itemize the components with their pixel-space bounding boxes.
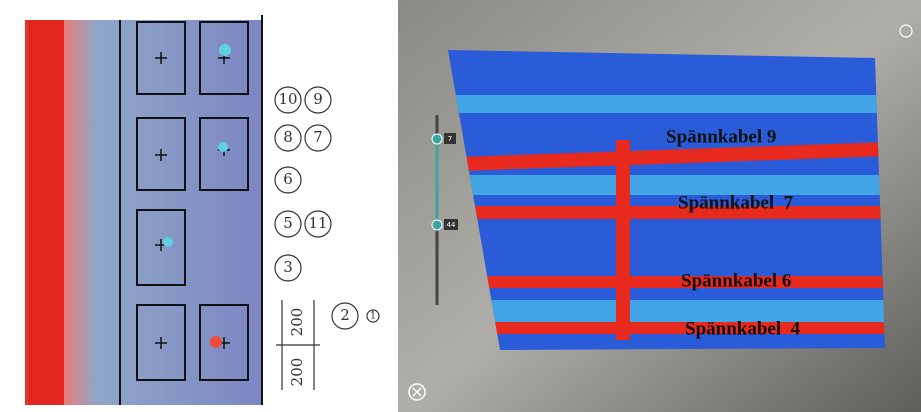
- cable-label: Spännkabel 6: [681, 270, 791, 291]
- dimension: 200: [288, 308, 306, 337]
- scan-overlay: [440, 45, 890, 355]
- circled-label: 11: [308, 214, 327, 232]
- ar-view: Spännkabel 9 Spännkabel 7 Spännkabel 6 S…: [398, 0, 921, 412]
- circled-label: 9: [313, 90, 323, 108]
- slider-upper: 7: [448, 135, 452, 143]
- scan-panel: 10 9 8 7 6 5 11 3 2 1 200 200: [0, 0, 380, 412]
- cable-label: Spännkabel 7: [678, 192, 794, 213]
- dimension: 200: [288, 358, 306, 387]
- cable-label: Spännkabel 9: [666, 126, 776, 147]
- circled-label: 2: [340, 306, 350, 324]
- circled-label: 3: [283, 258, 293, 276]
- cable-label: Spännkabel 4: [685, 318, 801, 339]
- circled-label: 10: [278, 90, 297, 108]
- circled-label: 6: [283, 170, 293, 188]
- circled-label: 7: [313, 128, 323, 146]
- circled-label: 5: [283, 214, 293, 232]
- screen: 10 9 8 7 6 5 11 3 2 1 200 200 Spännkab: [0, 0, 921, 412]
- circled-label: 8: [283, 128, 293, 146]
- circled-label: 1: [370, 311, 376, 322]
- slider-lower: 44: [447, 221, 456, 229]
